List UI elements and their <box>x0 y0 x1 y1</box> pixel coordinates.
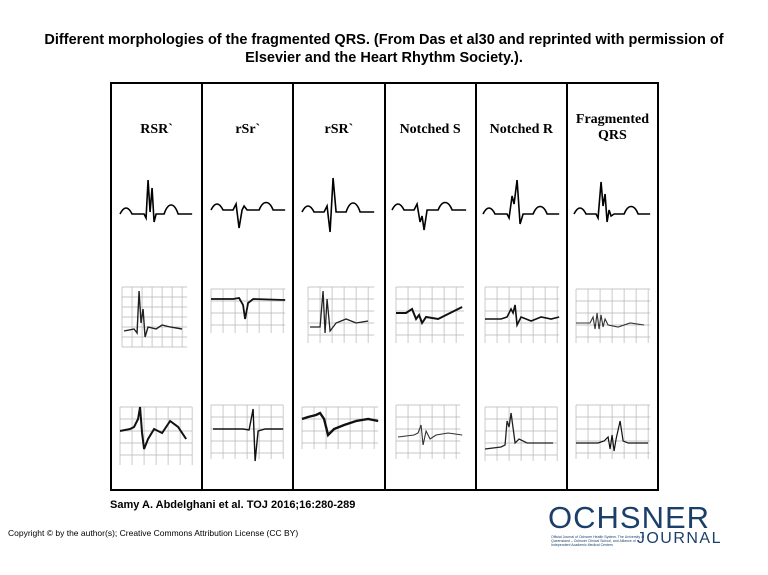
ochsner-journal-logo: OCHSNER Official Journal of Ochsner Heal… <box>548 502 728 552</box>
ecg-trace-1-rsr <box>121 286 188 348</box>
ideal-waveform-fragmented-qrs <box>573 181 651 223</box>
logo-journal: JOURNAL <box>636 530 722 547</box>
citation: Samy A. Abdelghani et al. TOJ 2016;16:28… <box>110 499 356 511</box>
ecg-trace-2-notched-r <box>484 406 558 461</box>
ecg-trace-1-notched-r <box>484 286 560 343</box>
logo-tagline: Official Journal of Ochsner Health Syste… <box>551 535 645 547</box>
column-notched-r: Notched R <box>477 84 568 489</box>
logo-brand: OCHSNER <box>548 500 711 535</box>
qrs-morphology-figure: RSR` rSr` <box>110 82 659 491</box>
ecg-trace-2-rsr-small <box>210 404 284 462</box>
column-label-rsr-small: rSr` <box>235 122 261 137</box>
column-rsr: RSR` <box>112 84 204 489</box>
copyright-notice: Copyright © by the author(s); Creative C… <box>8 528 299 538</box>
column-label-line-1: Fragmented <box>575 112 649 127</box>
ecg-trace-2-fragmented-qrs <box>575 404 651 459</box>
column-label-line-2: QRS <box>598 128 627 143</box>
column-fragmented-qrs: Fragmented QRS <box>568 84 657 489</box>
column-label-notched-s: Notched S <box>399 122 461 137</box>
ecg-trace-1-rsr-mixed <box>308 286 375 343</box>
ideal-waveform-notched-s <box>390 201 466 231</box>
column-rsr-small: rSr` <box>203 84 295 489</box>
column-label-fragmented-qrs: Fragmented QRS <box>568 112 657 144</box>
ideal-waveform-rsr-small <box>210 201 286 229</box>
figure-title: Different morphologies of the fragmented… <box>44 32 724 66</box>
column-label-rsr-mixed: rSR` <box>324 122 354 137</box>
ideal-waveform-notched-r <box>481 179 559 225</box>
ecg-trace-1-rsr-small <box>210 288 286 333</box>
ecg-trace-2-rsr-mixed <box>301 406 379 449</box>
column-label-rsr: RSR` <box>140 122 173 137</box>
ideal-waveform-rsr <box>119 179 193 223</box>
ecg-trace-1-notched-s <box>395 286 464 343</box>
column-rsr-mixed: rSR` <box>294 84 386 489</box>
column-notched-s: Notched S <box>386 84 477 489</box>
ideal-waveform-rsr-mixed <box>301 177 375 233</box>
ecg-trace-1-fragmented-qrs <box>575 288 651 343</box>
column-label-notched-r: Notched R <box>489 122 553 137</box>
ecg-trace-2-rsr <box>119 406 193 465</box>
ecg-trace-2-notched-s <box>395 404 462 459</box>
